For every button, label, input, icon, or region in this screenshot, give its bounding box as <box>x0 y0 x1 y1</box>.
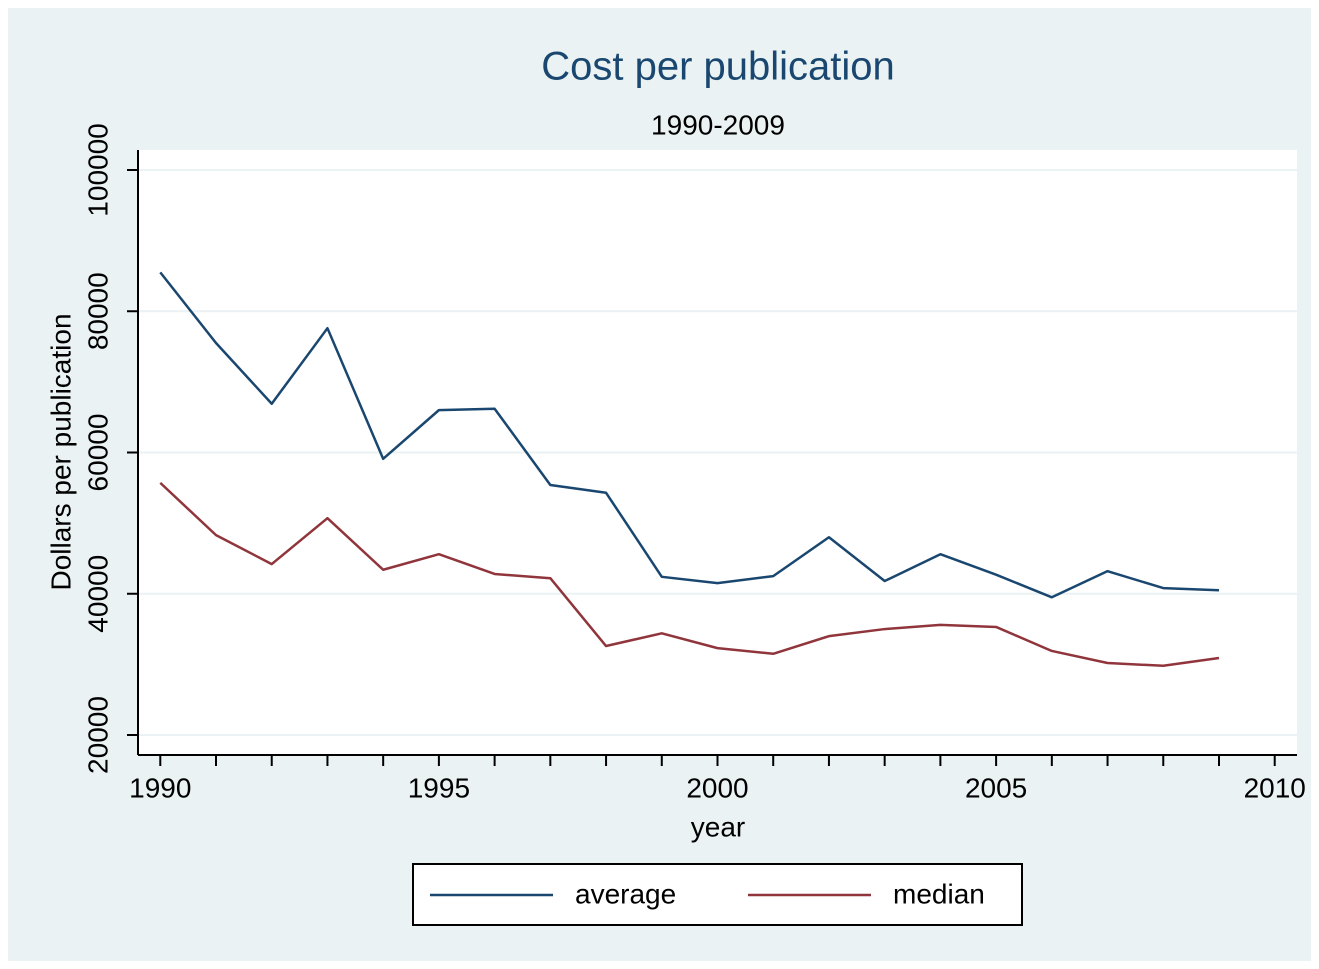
y-tick-label: 20000 <box>82 696 113 774</box>
legend-label: median <box>893 878 985 909</box>
x-tick-label: 2005 <box>965 772 1027 803</box>
x-tick-label: 1990 <box>129 772 191 803</box>
legend-label: average <box>575 878 676 909</box>
chart-title: Cost per publication <box>541 45 895 89</box>
y-axis-title: Dollars per publication <box>45 313 76 590</box>
x-tick-label: 2010 <box>1244 772 1306 803</box>
x-tick-label: 2000 <box>686 772 748 803</box>
y-tick-label: 60000 <box>82 414 113 492</box>
y-tick-label: 40000 <box>82 555 113 633</box>
series-line <box>159 481 1220 668</box>
chart-subtitle: 1990-2009 <box>651 109 785 140</box>
series-line <box>159 271 1220 599</box>
y-tick-label: 80000 <box>82 272 113 350</box>
x-axis-title: year <box>691 811 745 842</box>
y-tick-label: 100000 <box>82 123 113 216</box>
x-tick-label: 1995 <box>408 772 470 803</box>
